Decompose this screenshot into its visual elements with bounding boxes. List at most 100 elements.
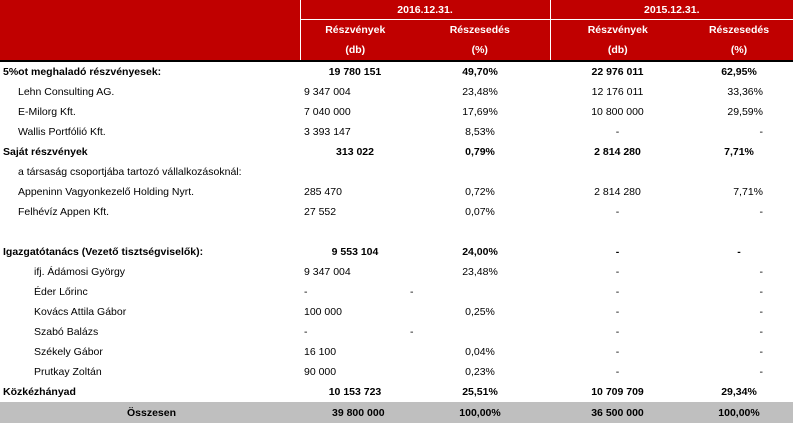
- shares-2016: 313 022: [336, 146, 374, 158]
- shares-2016: 100 000: [304, 306, 342, 318]
- row-label: Szabó Balázs: [34, 326, 99, 338]
- table-row: Igazgatótanács (Vezető tisztségviselők):…: [0, 242, 793, 262]
- stake-2016: [410, 222, 550, 242]
- stake-2015: -: [737, 246, 741, 258]
- shares-2015: -: [615, 206, 620, 218]
- stake-2015: 29,34%: [721, 386, 757, 398]
- header-unit-shares-2015: (db): [549, 40, 685, 61]
- stake-2016: [410, 162, 550, 182]
- row-label: Wallis Portfólió Kft.: [18, 126, 106, 138]
- shares-2015: -: [615, 286, 620, 298]
- header-shares-2016: Részvények: [299, 19, 410, 40]
- stake-2015: 29,59%: [727, 106, 763, 118]
- stake-2016: 8,53%: [465, 126, 495, 138]
- shares-2016: 90 000: [304, 366, 337, 378]
- row-label: Székely Gábor: [34, 346, 103, 358]
- shares-2015: -: [615, 266, 620, 278]
- stake-2015: -: [759, 206, 764, 218]
- table-row: a társaság csoportjába tartozó vállalkoz…: [0, 162, 793, 182]
- shares-2016: 16 100: [304, 346, 337, 358]
- stake-2015: -: [759, 126, 764, 138]
- row-label: [0, 222, 300, 242]
- shares-2016: 285 470: [304, 186, 342, 198]
- total-shares-2016: 39 800 000: [300, 402, 410, 423]
- stake-2015: -: [759, 346, 764, 358]
- stake-2016: 17,69%: [462, 106, 498, 118]
- shares-2015: [550, 222, 685, 242]
- total-row: Összesen 39 800 000 100,00% 36 500 000 1…: [0, 402, 793, 423]
- stake-2015: 7,71%: [733, 186, 763, 198]
- shares-2016: -: [304, 326, 308, 338]
- table-row: Prutkay Zoltán 90 000 0,23% - -: [0, 362, 793, 382]
- table-row: Székely Gábor 16 100 0,04% - -: [0, 342, 793, 362]
- header-year-2015: 2015.12.31.: [549, 0, 793, 20]
- stake-2015: [685, 222, 793, 242]
- shares-2016: 7 040 000: [304, 106, 351, 118]
- row-label: ifj. Ádámosi György: [34, 266, 126, 278]
- shares-2016: 9 553 104: [331, 246, 379, 258]
- table-row: ifj. Ádámosi György 9 347 004 23,48% - -: [0, 262, 793, 282]
- stake-2016: 0,04%: [465, 346, 495, 358]
- header-unit-stake-2015: (%): [685, 40, 793, 61]
- total-shares-2015: 36 500 000: [550, 402, 685, 423]
- table-row: Kovács Attila Gábor 100 000 0,25% - -: [0, 302, 793, 322]
- shares-2016: [300, 162, 410, 182]
- shares-2016: -: [304, 286, 308, 298]
- row-label: Felhévíz Appen Kft.: [18, 206, 110, 218]
- row-label: Kovács Attila Gábor: [34, 306, 127, 318]
- stake-2015: -: [759, 326, 764, 338]
- total-stake-2015: 100,00%: [685, 402, 793, 423]
- stake-2015: [685, 162, 793, 182]
- stake-2016: -: [410, 326, 414, 338]
- header-unit-stake-2016: (%): [410, 40, 550, 61]
- stake-2016: 23,48%: [462, 266, 498, 278]
- stake-2015: 33,36%: [727, 86, 763, 98]
- shares-2015: 22 976 011: [550, 60, 685, 82]
- row-label: Prutkay Zoltán: [34, 366, 102, 378]
- header-stake-2016: Részesedés: [410, 19, 550, 40]
- row-label: 5%ot meghaladó részvényesek:: [0, 60, 300, 82]
- stake-2016: 0,72%: [465, 186, 495, 198]
- stake-2015: -: [759, 266, 764, 278]
- row-label: Saját részvények: [3, 146, 88, 158]
- stake-2016: 25,51%: [462, 386, 498, 398]
- shares-2016: 10 153 723: [328, 386, 382, 398]
- shares-2015: -: [615, 246, 620, 258]
- stake-2015: 62,95%: [685, 60, 793, 82]
- row-label: Éder Lőrinc: [34, 286, 88, 298]
- header-unit-shares-2016: (db): [299, 40, 410, 61]
- shares-2016: 3 393 147: [304, 126, 351, 138]
- table-row: Éder Lőrinc - - - -: [0, 282, 793, 302]
- table-row: Lehn Consulting AG. 9 347 004 23,48% 12 176…: [0, 82, 793, 102]
- shares-2016: 9 347 004: [304, 86, 351, 98]
- shares-2015: 2 814 280: [594, 186, 641, 198]
- shares-2015: -: [615, 346, 620, 358]
- stake-2016: 24,00%: [462, 246, 498, 258]
- row-label: Appeninn Vagyonkezelő Holding Nyrt.: [18, 186, 195, 198]
- total-label: Összesen: [0, 402, 300, 423]
- header-shares-2015: Részvények: [549, 19, 685, 40]
- shares-2015: -: [615, 326, 620, 338]
- shares-2015: 10 800 000: [591, 106, 644, 118]
- table-row: Saját részvények 313 022 0,79% 2 814 280 7,7…: [0, 142, 793, 162]
- row-label: E-Milorg Kft.: [18, 106, 76, 118]
- shares-2015: [550, 162, 685, 182]
- stake-2016: -: [410, 286, 414, 298]
- table-row: 5%ot meghaladó részvényesek: 19 780 151 49…: [0, 60, 793, 82]
- table-row: E-Milorg Kft. 7 040 000 17,69% 10 800 000 29…: [0, 102, 793, 122]
- stake-2016: 0,25%: [465, 306, 495, 318]
- shares-2015: 12 176 011: [591, 86, 644, 98]
- shares-2016: 27 552: [304, 206, 337, 218]
- table-row: [0, 222, 793, 242]
- table-row: Appeninn Vagyonkezelő Holding Nyrt. 285 4…: [0, 182, 793, 202]
- table-row: Szabó Balázs - - - -: [0, 322, 793, 342]
- shares-2016: 19 780 151: [300, 60, 410, 82]
- stake-2016: 0,79%: [465, 146, 495, 158]
- stake-2015: -: [759, 286, 764, 298]
- table-row: Felhévíz Appen Kft. 27 552 0,07% - -: [0, 202, 793, 222]
- stake-2015: -: [759, 366, 764, 378]
- row-label: Közkézhányad: [3, 386, 76, 398]
- stake-2015: -: [759, 306, 764, 318]
- shares-2016: 9 347 004: [304, 266, 351, 278]
